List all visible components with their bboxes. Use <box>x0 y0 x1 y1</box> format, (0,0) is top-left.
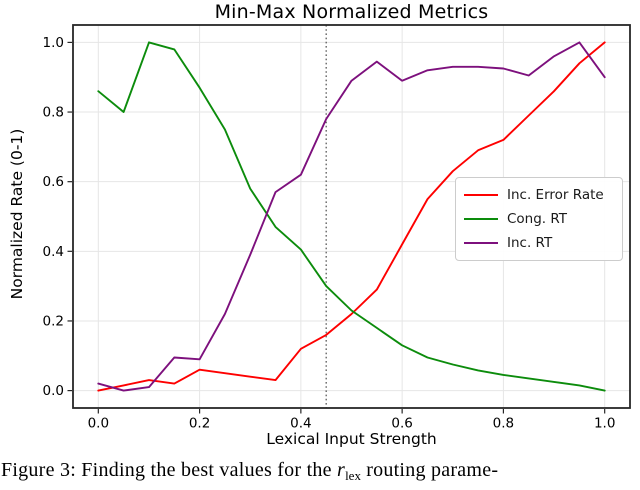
x-tick-label: 0.2 <box>189 416 210 432</box>
legend-label: Inc. Error Rate <box>507 187 604 203</box>
x-tick-label: 1.0 <box>594 416 615 432</box>
caption-text: Figure 3: Finding the best values for th… <box>1 459 338 481</box>
legend-line-swatch <box>464 218 498 220</box>
legend-item-inc-error-rate: Inc. Error Rate <box>464 183 614 207</box>
y-tick-label: 0.6 <box>43 174 64 190</box>
x-tick-label: 0.4 <box>290 416 311 432</box>
series-inc-error-rate <box>97 41 606 392</box>
legend-line-swatch <box>464 194 498 196</box>
chart-title: Min-Max Normalized Metrics <box>214 1 489 23</box>
axes-spines <box>72 24 631 409</box>
y-tick-label: 0.0 <box>43 383 64 399</box>
caption-variable: r <box>337 459 346 481</box>
y-tick-label: 0.8 <box>43 105 64 121</box>
y-axis-ticks: 0.0 0.2 0.4 0.6 0.8 1.0 <box>43 35 72 399</box>
y-tick-label: 0.2 <box>43 313 64 329</box>
figure-caption: Figure 3: Finding the best values for th… <box>1 459 640 490</box>
caption-variable-subscript: lex <box>345 468 361 483</box>
series-cong-rt <box>97 41 606 392</box>
legend-line-swatch <box>464 242 498 244</box>
caption-text-suffix: routing parame- <box>360 459 499 481</box>
x-tick-label: 0.6 <box>391 416 412 432</box>
legend-label: Inc. RT <box>507 235 553 251</box>
legend-item-inc-rt: Inc. RT <box>464 231 614 255</box>
y-tick-label: 0.4 <box>43 244 64 260</box>
chart-legend: Inc. Error Rate Cong. RT Inc. RT <box>455 177 623 261</box>
x-tick-label: 0.8 <box>493 416 514 432</box>
legend-label: Cong. RT <box>507 211 568 227</box>
y-tick-label: 1.0 <box>43 35 64 51</box>
x-axis-ticks: 0.0 0.2 0.4 0.6 0.8 1.0 <box>88 409 615 432</box>
x-tick-label: 0.0 <box>88 416 109 432</box>
x-axis-label: Lexical Input Strength <box>266 430 437 448</box>
legend-item-cong-rt: Cong. RT <box>464 207 614 231</box>
series-inc-rt <box>97 41 606 392</box>
line-chart: 0.0 0.2 0.4 0.6 0.8 1.0 0.0 0.2 0.4 0.6 0.8 1.0 <box>43 24 631 432</box>
y-axis-label: Normalized Rate (0-1) <box>8 128 26 300</box>
